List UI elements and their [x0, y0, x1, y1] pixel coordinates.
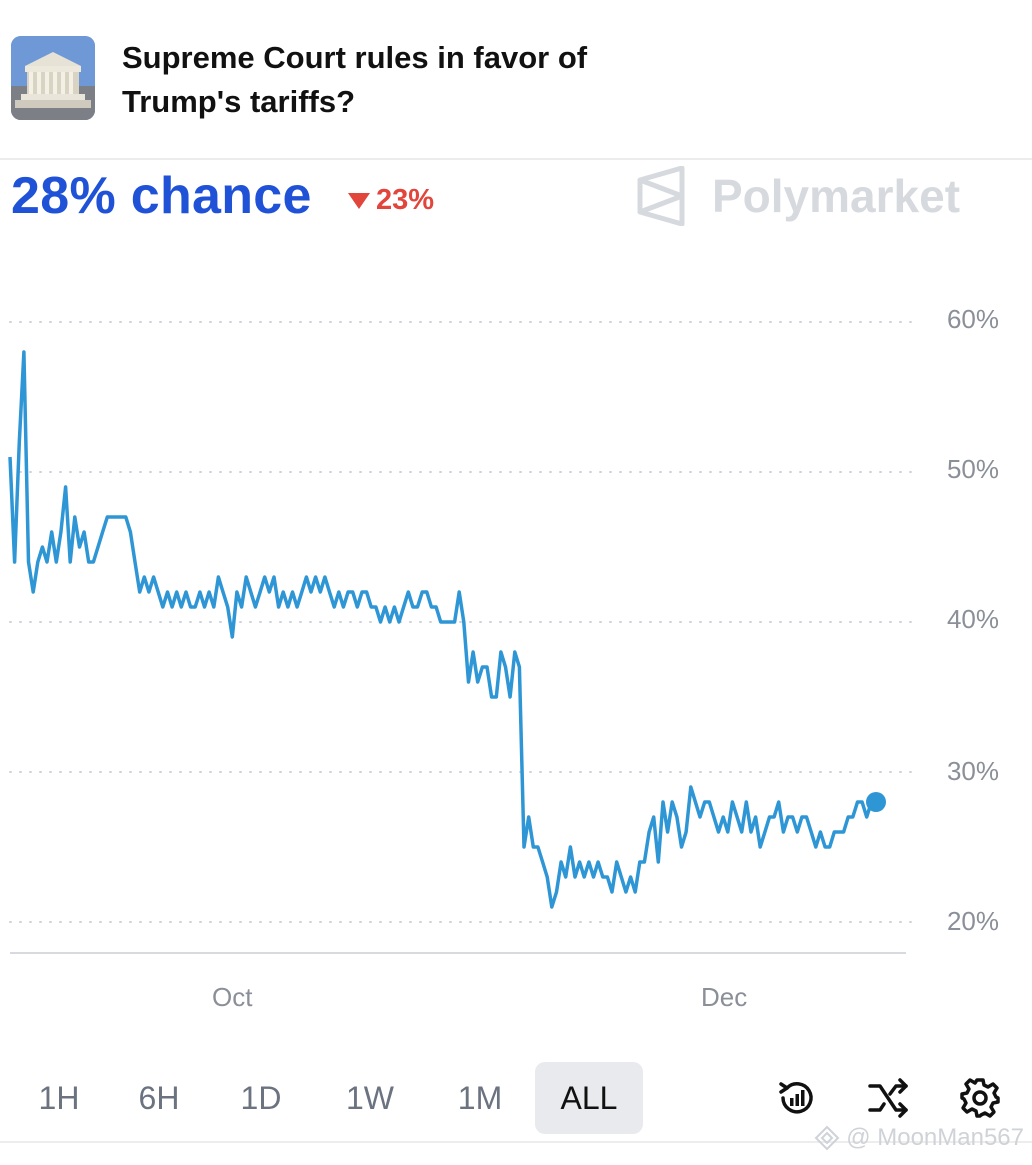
history-chart-svg [779, 1082, 813, 1114]
brand-name: Polymarket [712, 170, 961, 222]
x-tick-dec: Dec [701, 982, 748, 1012]
market-thumbnail[interactable] [11, 36, 95, 120]
change-value: 23% [376, 184, 435, 216]
x-tick-oct: Oct [212, 982, 253, 1012]
watermark-text: @ MoonMan567 [846, 1124, 1024, 1151]
y-tick-60: 60% [946, 304, 999, 334]
supreme-court-image [11, 36, 95, 120]
range-1m-button[interactable]: 1M [457, 1080, 503, 1116]
polymarket-logo: Polymarket [636, 166, 960, 226]
chance-value: 28% chance [11, 167, 312, 225]
price-chart[interactable]: 60% 50% 40% 30% 20% Oct Dec [0, 280, 1032, 1020]
y-tick-30: 30% [946, 756, 999, 786]
price-chart-svg[interactable] [0, 280, 1032, 1020]
change-indicator: 23% [348, 184, 434, 217]
watermark: @ MoonMan567 [814, 1124, 1024, 1152]
range-1w-button[interactable]: 1W [346, 1080, 394, 1116]
gear-icon[interactable] [958, 1076, 1002, 1120]
polymarket-icon [637, 166, 685, 226]
gear-svg [960, 1078, 1000, 1118]
watermark-logo-icon [814, 1125, 840, 1151]
range-all-button[interactable]: ALL [535, 1062, 643, 1134]
current-price-dot [866, 792, 886, 812]
price-line[interactable] [8, 350, 876, 909]
market-header: Supreme Court rules in favor of Trump's … [0, 0, 1032, 160]
range-6h-button[interactable]: 6H [138, 1080, 180, 1116]
time-range-controls: 1H 6H 1D 1W 1M ALL [0, 1062, 1032, 1134]
y-tick-40: 40% [946, 604, 999, 634]
y-tick-50: 50% [946, 454, 999, 484]
shuffle-svg [868, 1078, 908, 1118]
range-1d-button[interactable]: 1D [240, 1080, 282, 1116]
down-triangle-icon [348, 192, 370, 209]
history-chart-icon[interactable] [775, 1076, 819, 1120]
bottom-divider [0, 1141, 1032, 1143]
range-1h-button[interactable]: 1H [38, 1080, 80, 1116]
shuffle-icon[interactable] [866, 1076, 910, 1120]
y-tick-20: 20% [946, 906, 999, 936]
market-question[interactable]: Supreme Court rules in favor of Trump's … [122, 40, 588, 119]
